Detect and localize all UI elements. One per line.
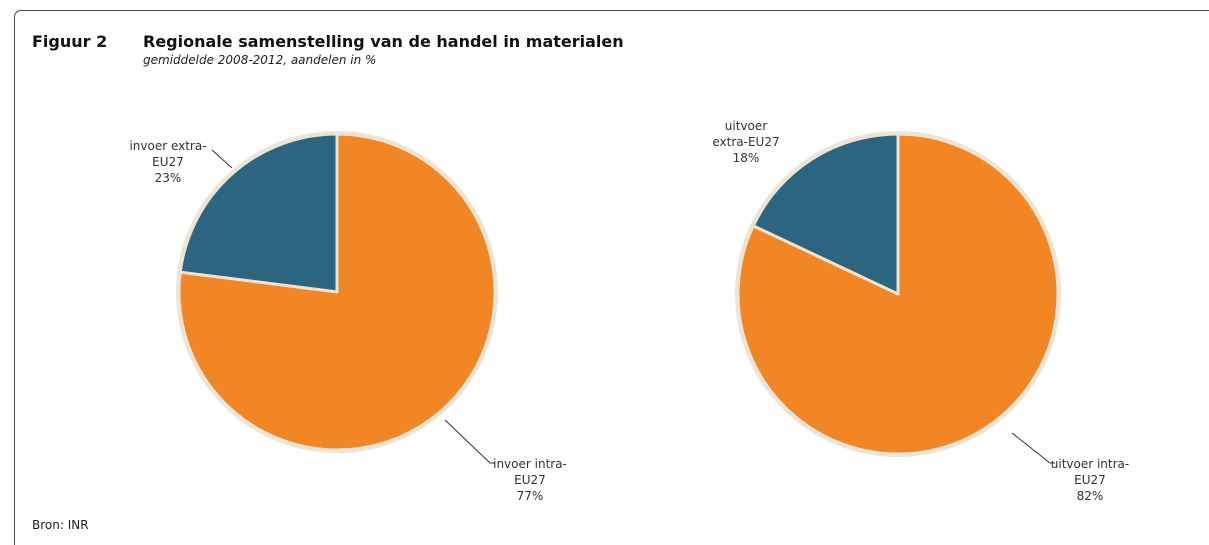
slice-label-1-2: invoer intra-EU27 77%	[493, 457, 567, 503]
slice-label-1-1: invoer extra-EU27 23%	[129, 139, 206, 185]
leader-line-1-1	[211, 149, 233, 169]
figure-subtitle: gemiddelde 2008-2012, aandelen in %	[143, 53, 377, 67]
pie-slice-2-2	[736, 132, 1060, 456]
pie-chart-1: invoer extra-EU27 23% invoer intra-EU27 77%	[129, 131, 567, 503]
pie-slice-1-1	[178, 132, 339, 294]
figure-label: Figuur 2	[32, 32, 108, 51]
figure-title: Regionale samenstelling van de handel in…	[143, 32, 624, 51]
source-note: Bron: INR	[32, 518, 89, 532]
pie-chart-2: uitvoer extra-EU27 18% uitvoer intra-EU27 82…	[712, 119, 1129, 503]
slice-label-2-1: uitvoer extra-EU27 18%	[712, 119, 779, 165]
slice-label-2-2: uitvoer intra-EU27 82%	[1051, 457, 1129, 503]
leader-line-2-2	[1011, 432, 1055, 464]
leader-line-1-2	[444, 419, 495, 464]
pie-slice-2-1	[751, 132, 900, 296]
pie-slice-1-2	[177, 132, 497, 452]
figure-frame	[14, 10, 1209, 545]
